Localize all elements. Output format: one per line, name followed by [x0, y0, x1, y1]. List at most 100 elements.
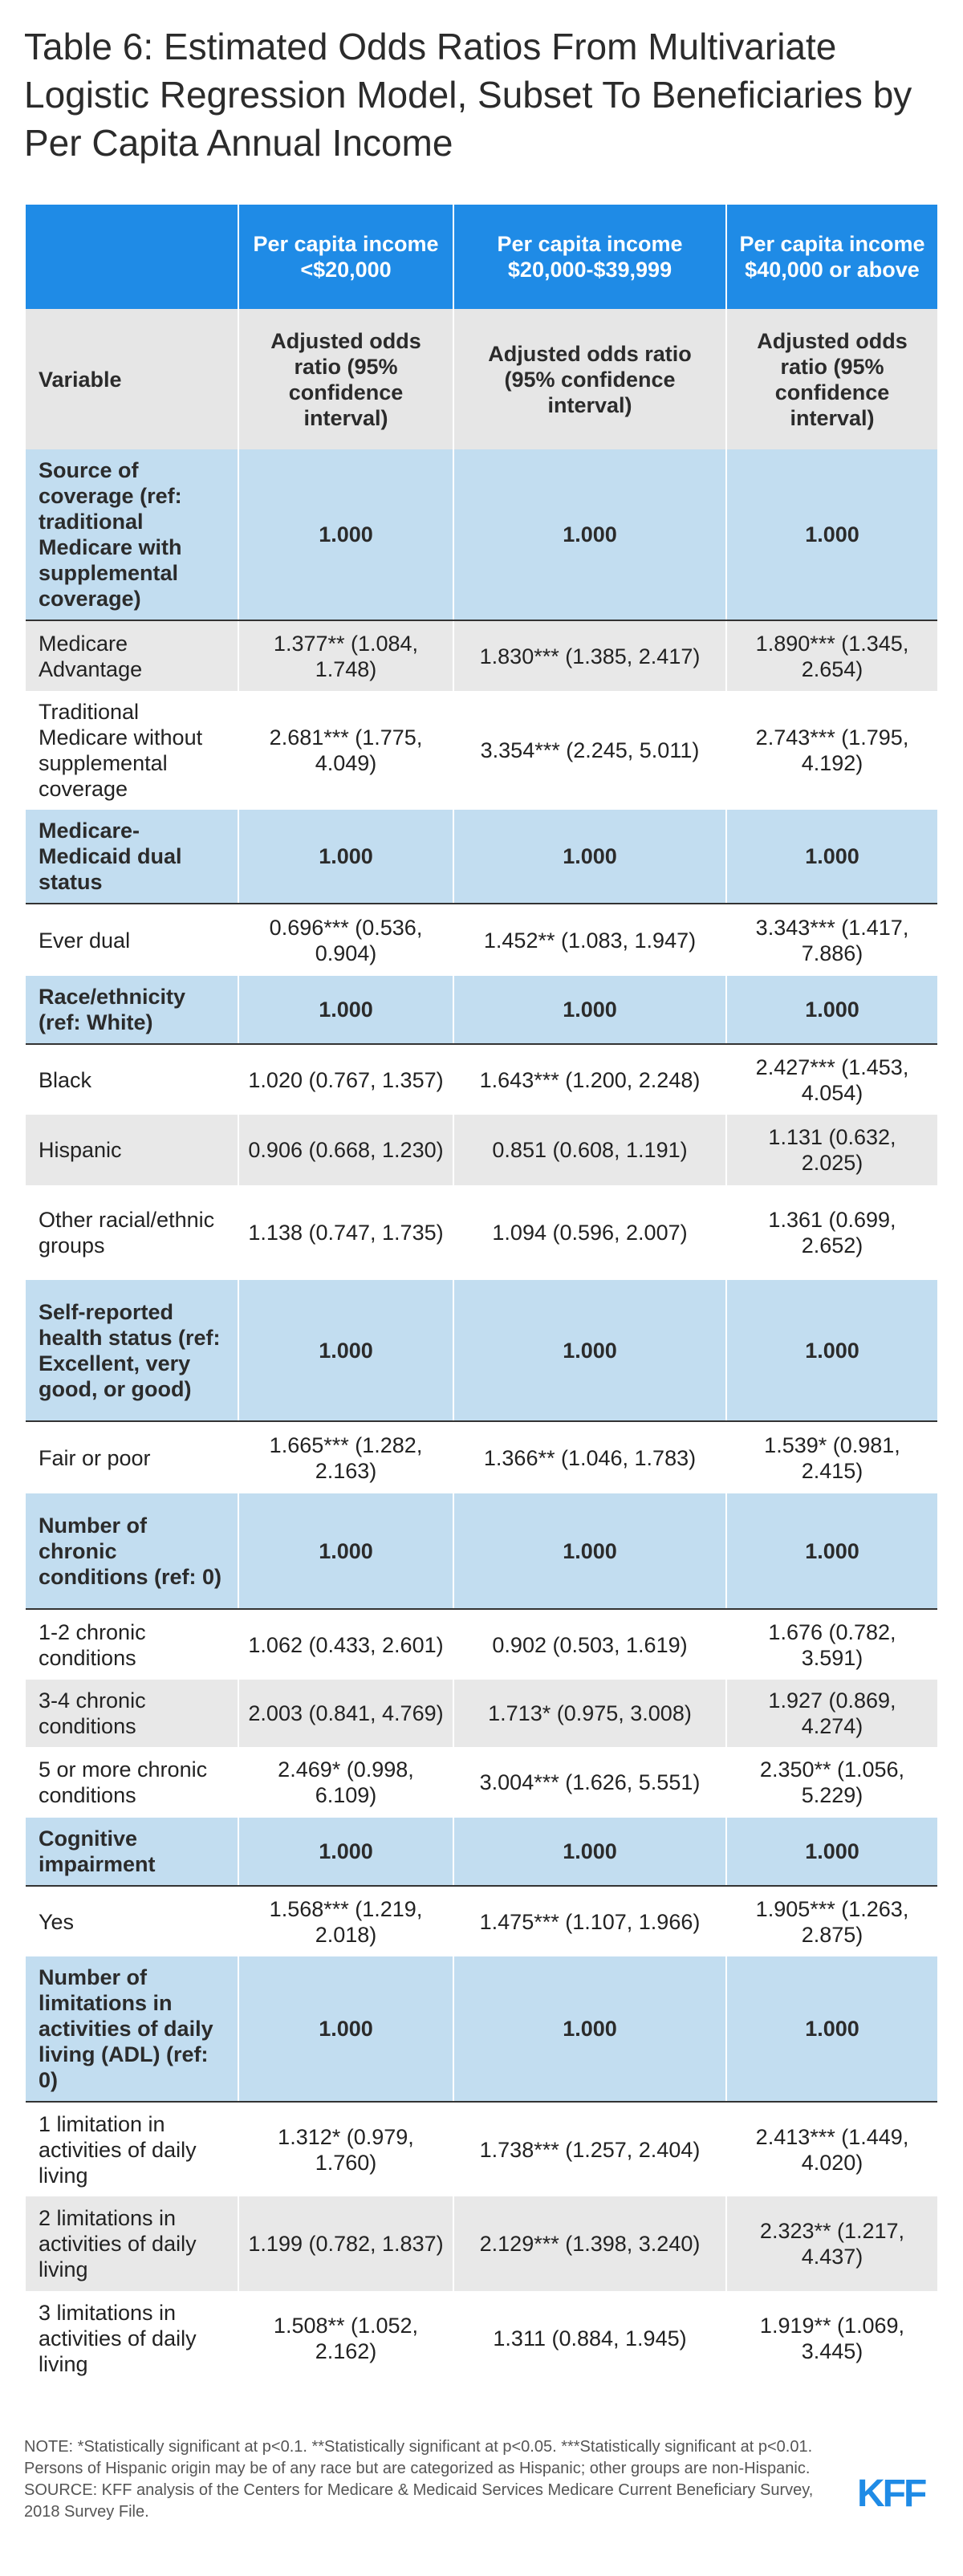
- cell-value: 1.000: [238, 810, 453, 904]
- cell-value: 1.927 (0.869, 4.274): [725, 1680, 937, 1747]
- cell-value: 3.004*** (1.626, 5.551): [453, 1747, 726, 1818]
- cell-value: 1.665*** (1.282, 2.163): [238, 1421, 453, 1493]
- cell-value: 1.568*** (1.219, 2.018): [238, 1886, 453, 1956]
- cell-value: 1.000: [238, 1493, 453, 1610]
- subheader-row: Variable Adjusted odds ratio (95% confid…: [26, 309, 937, 449]
- cell-value: 1.000: [453, 976, 726, 1045]
- cell-value: 1.311 (0.884, 1.945): [453, 2291, 726, 2386]
- cell-value: 1.539* (0.981, 2.415): [725, 1421, 937, 1493]
- row-label: 5 or more chronic conditions: [26, 1747, 238, 1818]
- row-label: Black: [26, 1044, 238, 1115]
- row-label: Other racial/ethnic groups: [26, 1185, 238, 1280]
- row-label: Fair or poor: [26, 1421, 238, 1493]
- table-row: 5 or more chronic conditions 2.469* (0.99…: [26, 1747, 937, 1818]
- kff-logo: KFF: [857, 2472, 927, 2515]
- column-header-variable: [26, 205, 238, 309]
- reference-row: Medicare-Medicaid dual status 1.000 1.000 1…: [26, 810, 937, 904]
- row-label: Traditional Medicare without supplementa…: [26, 691, 238, 810]
- table-row: Other racial/ethnic groups 1.138 (0.747, …: [26, 1185, 937, 1280]
- column-header-row: Per capita income <$20,000 Per capita in…: [26, 205, 937, 309]
- cell-value: 1.508** (1.052, 2.162): [238, 2291, 453, 2386]
- cell-value: 0.851 (0.608, 1.191): [453, 1115, 726, 1185]
- cell-value: 2.129*** (1.398, 3.240): [453, 2196, 726, 2291]
- cell-value: 1.000: [725, 1956, 937, 2103]
- cell-value: 2.469* (0.998, 6.109): [238, 1747, 453, 1818]
- row-label: Self-reported health status (ref: Excell…: [26, 1280, 238, 1422]
- cell-value: 1.000: [238, 1280, 453, 1422]
- cell-value: 0.902 (0.503, 1.619): [453, 1609, 726, 1680]
- row-label: Ever dual: [26, 904, 238, 976]
- subheader-odds-ratio-mid: Adjusted odds ratio (95% confidence inte…: [453, 309, 726, 449]
- cell-value: 1.000: [453, 1818, 726, 1887]
- subheader-odds-ratio-high: Adjusted odds ratio (95% confidence inte…: [725, 309, 937, 449]
- table-row: 1 limitation in activities of daily livi…: [26, 2102, 937, 2196]
- cell-value: 1.890*** (1.345, 2.654): [725, 620, 937, 691]
- cell-value: 1.361 (0.699, 2.652): [725, 1185, 937, 1280]
- cell-value: 1.000: [453, 1280, 726, 1422]
- footnote-source: SOURCE: KFF analysis of the Centers for …: [24, 2481, 814, 2521]
- table-row: Hispanic 0.906 (0.668, 1.230) 0.851 (0.608…: [26, 1115, 937, 1185]
- table-row: Ever dual 0.696*** (0.536, 0.904) 1.452** …: [26, 904, 937, 976]
- row-label: Race/ethnicity (ref: White): [26, 976, 238, 1045]
- cell-value: 0.906 (0.668, 1.230): [238, 1115, 453, 1185]
- reference-row: Number of limitations in activities of d…: [26, 1956, 937, 2103]
- cell-value: 1.062 (0.433, 2.601): [238, 1609, 453, 1680]
- row-label: 3-4 chronic conditions: [26, 1680, 238, 1747]
- cell-value: 0.696*** (0.536, 0.904): [238, 904, 453, 976]
- subheader-odds-ratio-low: Adjusted odds ratio (95% confidence inte…: [238, 309, 453, 449]
- footnotes: NOTE: *Statistically significant at p<0.…: [24, 2436, 835, 2523]
- row-label: 3 limitations in activities of daily liv…: [26, 2291, 238, 2386]
- reference-row: Number of chronic conditions (ref: 0) 1.0…: [26, 1493, 937, 1610]
- cell-value: 1.000: [238, 976, 453, 1045]
- row-label: Medicare Advantage: [26, 620, 238, 691]
- table-row: Medicare Advantage 1.377** (1.084, 1.748)…: [26, 620, 937, 691]
- cell-value: 1.643*** (1.200, 2.248): [453, 1044, 726, 1115]
- cell-value: 1.676 (0.782, 3.591): [725, 1609, 937, 1680]
- reference-row: Cognitive impairment 1.000 1.000 1.000: [26, 1818, 937, 1887]
- cell-value: 1.000: [453, 810, 726, 904]
- row-label: 1 limitation in activities of daily livi…: [26, 2102, 238, 2196]
- cell-value: 1.475*** (1.107, 1.966): [453, 1886, 726, 1956]
- cell-value: 1.000: [238, 449, 453, 621]
- cell-value: 1.905*** (1.263, 2.875): [725, 1886, 937, 1956]
- cell-value: 1.000: [453, 1493, 726, 1610]
- cell-value: 1.000: [725, 1493, 937, 1610]
- table-row: 3 limitations in activities of daily liv…: [26, 2291, 937, 2386]
- table-title: Table 6: Estimated Odds Ratios From Mult…: [24, 26, 912, 164]
- cell-value: 1.138 (0.747, 1.735): [238, 1185, 453, 1280]
- table-row: Fair or poor 1.665*** (1.282, 2.163) 1.366…: [26, 1421, 937, 1493]
- reference-row: Source of coverage (ref: traditional Med…: [26, 449, 937, 621]
- cell-value: 1.738*** (1.257, 2.404): [453, 2102, 726, 2196]
- row-label: Medicare-Medicaid dual status: [26, 810, 238, 904]
- cell-value: 1.199 (0.782, 1.837): [238, 2196, 453, 2291]
- row-label: Cognitive impairment: [26, 1818, 238, 1887]
- table-row: Black 1.020 (0.767, 1.357) 1.643*** (1.200…: [26, 1044, 937, 1115]
- cell-value: 3.354*** (2.245, 5.011): [453, 691, 726, 810]
- column-header-income-high: Per capita income $40,000 or above: [725, 205, 937, 309]
- table-row: 3-4 chronic conditions 2.003 (0.841, 4.76…: [26, 1680, 937, 1747]
- cell-value: 1.000: [453, 449, 726, 621]
- odds-ratio-table: Per capita income <$20,000 Per capita in…: [26, 205, 937, 2386]
- cell-value: 1.000: [725, 810, 937, 904]
- cell-value: 1.000: [453, 1956, 726, 2103]
- cell-value: 2.681*** (1.775, 4.049): [238, 691, 453, 810]
- row-label: Source of coverage (ref: traditional Med…: [26, 449, 238, 621]
- row-label: Number of limitations in activities of d…: [26, 1956, 238, 2103]
- cell-value: 1.377** (1.084, 1.748): [238, 620, 453, 691]
- reference-row: Race/ethnicity (ref: White) 1.000 1.000 1.0…: [26, 976, 937, 1045]
- table-row: Yes 1.568*** (1.219, 2.018) 1.475*** (1.10…: [26, 1886, 937, 1956]
- cell-value: 1.000: [238, 1956, 453, 2103]
- table-row: Traditional Medicare without supplementa…: [26, 691, 937, 810]
- cell-value: 1.000: [725, 1280, 937, 1422]
- cell-value: 1.000: [725, 1818, 937, 1887]
- cell-value: 3.343*** (1.417, 7.886): [725, 904, 937, 976]
- cell-value: 2.350** (1.056, 5.229): [725, 1747, 937, 1818]
- column-header-income-mid: Per capita income $20,000-$39,999: [453, 205, 726, 309]
- cell-value: 1.000: [238, 1818, 453, 1887]
- row-label: Number of chronic conditions (ref: 0): [26, 1493, 238, 1610]
- cell-value: 1.312* (0.979, 1.760): [238, 2102, 453, 2196]
- cell-value: 2.323** (1.217, 4.437): [725, 2196, 937, 2291]
- table-row: 1-2 chronic conditions 1.062 (0.433, 2.60…: [26, 1609, 937, 1680]
- cell-value: 1.713* (0.975, 3.008): [453, 1680, 726, 1747]
